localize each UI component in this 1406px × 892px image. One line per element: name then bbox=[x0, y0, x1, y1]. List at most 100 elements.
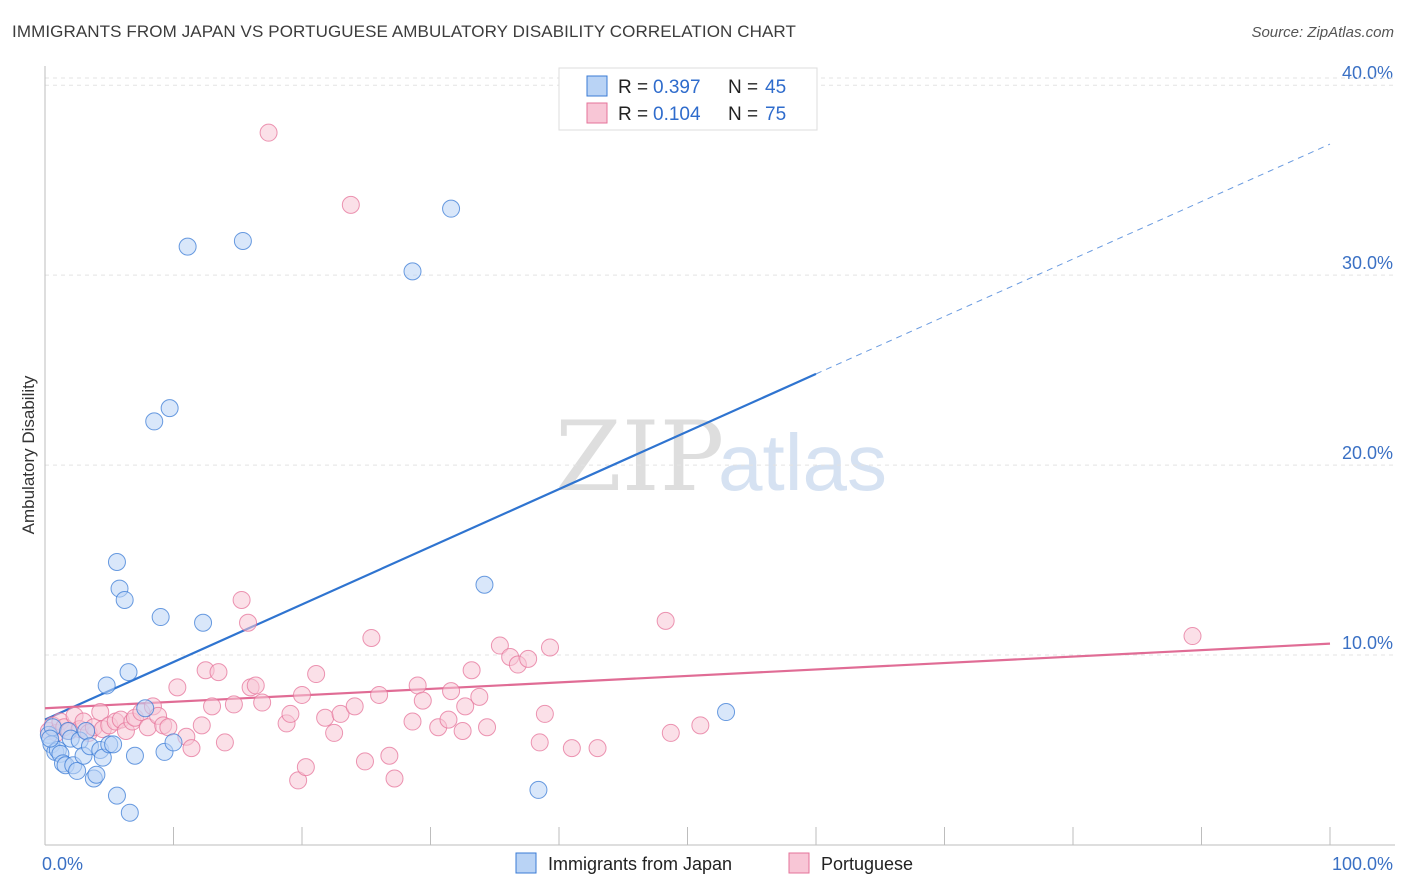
legend-n-value-portuguese: 75 bbox=[765, 104, 786, 125]
point-japan bbox=[120, 803, 139, 822]
point-portuguese bbox=[293, 685, 311, 704]
point-portuguese bbox=[325, 723, 344, 742]
point-japan bbox=[151, 608, 170, 627]
point-portuguese bbox=[439, 710, 458, 729]
point-portuguese bbox=[588, 739, 607, 758]
point-japan bbox=[97, 676, 116, 695]
point-portuguese bbox=[462, 661, 481, 680]
point-portuguese bbox=[413, 691, 432, 710]
point-japan bbox=[41, 729, 60, 748]
point-portuguese bbox=[159, 718, 178, 737]
legend-n-label-japan: N = bbox=[728, 77, 758, 98]
bottom-legend: Immigrants from Japan Portuguese bbox=[515, 852, 913, 874]
point-portuguese bbox=[296, 758, 315, 777]
y-tick-label: 40.0% bbox=[1342, 63, 1393, 83]
y-tick-label: 10.0% bbox=[1342, 633, 1393, 653]
point-portuguese bbox=[168, 678, 187, 697]
point-portuguese bbox=[656, 611, 675, 630]
point-japan bbox=[717, 703, 736, 722]
legend-n-label-portuguese: N = bbox=[728, 104, 758, 125]
point-japan bbox=[68, 761, 87, 780]
point-portuguese bbox=[370, 685, 389, 704]
point-japan bbox=[107, 552, 126, 571]
point-portuguese bbox=[562, 739, 581, 758]
point-portuguese bbox=[209, 663, 228, 682]
point-portuguese bbox=[380, 746, 399, 765]
legend-r-value-japan: 0.397 bbox=[653, 77, 701, 98]
point-portuguese bbox=[316, 708, 335, 727]
point-japan bbox=[403, 262, 422, 281]
point-portuguese bbox=[535, 704, 554, 723]
point-portuguese bbox=[239, 613, 258, 632]
point-portuguese bbox=[442, 682, 461, 701]
point-portuguese bbox=[182, 739, 201, 758]
point-portuguese bbox=[232, 590, 251, 609]
bottom-legend-swatch-portuguese bbox=[788, 852, 810, 874]
legend-swatch-japan bbox=[586, 75, 608, 97]
y-axis-title: Ambulatory Disability bbox=[19, 375, 38, 534]
y-tick-label: 20.0% bbox=[1342, 443, 1393, 463]
point-portuguese bbox=[192, 716, 211, 735]
point-portuguese bbox=[224, 695, 243, 714]
watermark-zip: ZIP bbox=[555, 401, 724, 513]
point-portuguese bbox=[661, 723, 680, 742]
point-japan bbox=[119, 663, 138, 682]
x-tick-label-min: 0.0% bbox=[42, 854, 83, 874]
point-japan bbox=[136, 699, 155, 718]
point-japan bbox=[115, 590, 134, 609]
legend-box: R = 0.397 N = 45 R = 0.104 N = 75 bbox=[558, 67, 818, 131]
point-portuguese bbox=[345, 697, 364, 716]
source-label: Source: ZipAtlas.com bbox=[1251, 24, 1394, 41]
point-portuguese bbox=[259, 123, 278, 142]
point-japan bbox=[104, 735, 123, 754]
point-portuguese bbox=[403, 712, 422, 731]
point-japan bbox=[145, 412, 164, 431]
point-portuguese bbox=[408, 676, 427, 695]
trend-line-japan-projection bbox=[815, 143, 1331, 375]
legend-r-label-japan: R = bbox=[618, 77, 648, 98]
point-portuguese bbox=[530, 733, 549, 752]
point-japan bbox=[233, 231, 252, 250]
y-tick-label: 30.0% bbox=[1342, 253, 1393, 273]
point-japan bbox=[475, 575, 494, 594]
point-japan bbox=[160, 399, 179, 418]
data-points bbox=[39, 123, 1202, 822]
point-portuguese bbox=[456, 697, 475, 716]
point-portuguese bbox=[519, 649, 538, 668]
point-portuguese bbox=[331, 704, 350, 723]
point-portuguese bbox=[289, 771, 308, 790]
bottom-legend-label-japan: Immigrants from Japan bbox=[548, 854, 732, 874]
legend-r-value-portuguese: 0.104 bbox=[653, 104, 701, 125]
point-japan bbox=[529, 780, 548, 799]
gridlines: 10.0% 20.0% 30.0% 40.0% bbox=[45, 63, 1395, 656]
point-portuguese bbox=[1183, 627, 1202, 646]
point-japan bbox=[194, 613, 213, 632]
trend-line-japan bbox=[44, 372, 817, 721]
legend-n-value-japan: 45 bbox=[765, 77, 786, 98]
point-portuguese bbox=[355, 752, 374, 771]
legend-swatch-portuguese bbox=[586, 102, 608, 124]
trend-lines bbox=[44, 143, 1331, 721]
point-japan bbox=[178, 237, 197, 256]
point-japan bbox=[77, 722, 96, 741]
point-portuguese bbox=[490, 636, 509, 655]
watermark-atlas: atlas bbox=[718, 418, 887, 507]
point-japan bbox=[442, 199, 461, 218]
point-portuguese bbox=[281, 704, 300, 723]
point-portuguese bbox=[541, 638, 560, 657]
point-portuguese bbox=[203, 697, 222, 716]
point-portuguese bbox=[341, 195, 360, 214]
point-portuguese bbox=[453, 722, 472, 741]
point-portuguese bbox=[215, 733, 234, 752]
point-portuguese bbox=[691, 716, 710, 735]
point-portuguese bbox=[362, 628, 381, 647]
point-portuguese bbox=[246, 676, 265, 695]
point-japan bbox=[87, 765, 106, 784]
point-portuguese bbox=[307, 665, 326, 684]
axes: 0.0% 100.0% bbox=[42, 66, 1395, 874]
bottom-legend-swatch-japan bbox=[515, 852, 537, 874]
point-japan bbox=[164, 733, 183, 752]
point-japan bbox=[125, 746, 144, 765]
point-portuguese bbox=[253, 693, 272, 712]
